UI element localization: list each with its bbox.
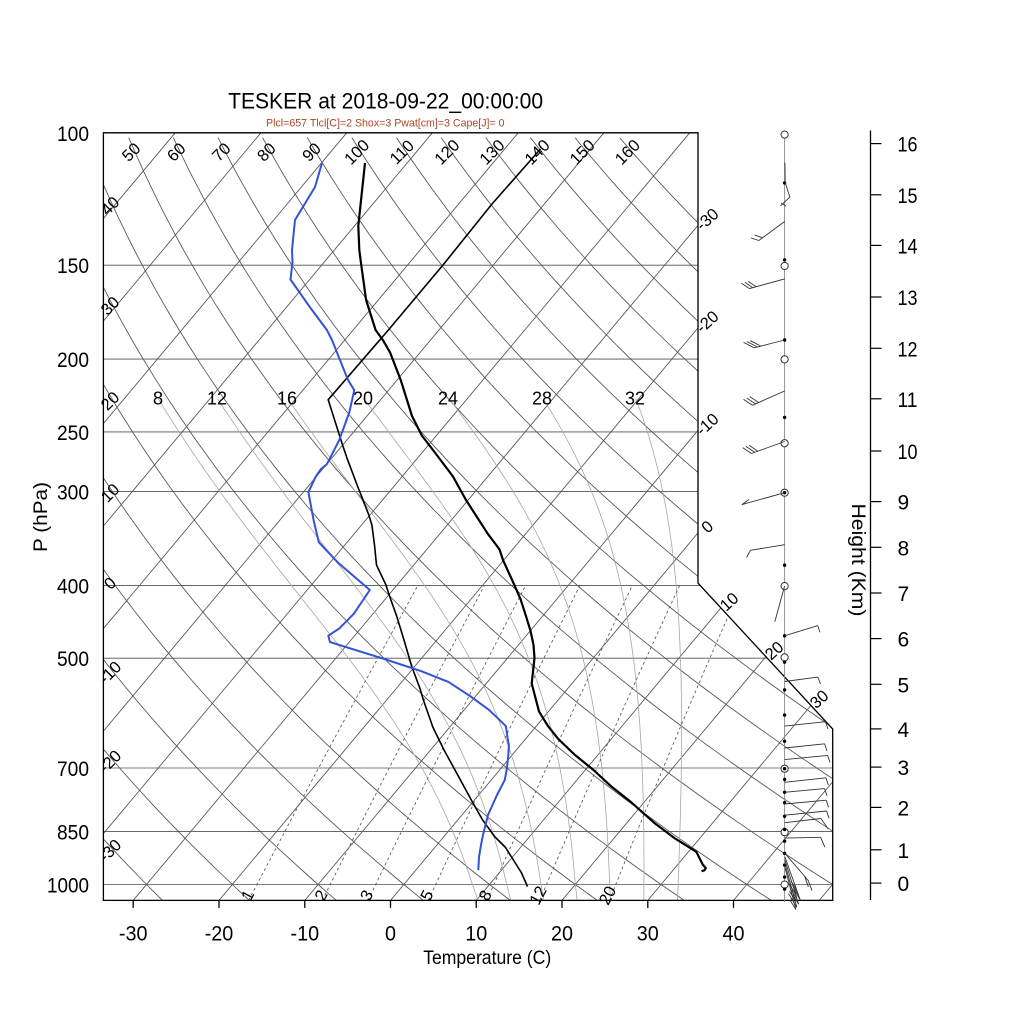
svg-text:8: 8 — [153, 388, 163, 409]
svg-text:24: 24 — [438, 388, 458, 409]
svg-text:32: 32 — [625, 388, 645, 409]
svg-text:20: 20 — [551, 923, 573, 946]
svg-text:15: 15 — [898, 185, 918, 208]
svg-text:400: 400 — [57, 575, 89, 598]
svg-text:850: 850 — [57, 821, 89, 844]
svg-text:Height (Km): Height (Km) — [847, 504, 869, 617]
svg-text:40: 40 — [723, 923, 745, 946]
svg-text:30: 30 — [637, 923, 659, 946]
svg-text:Temperature (C): Temperature (C) — [423, 947, 551, 969]
svg-text:4: 4 — [898, 719, 910, 742]
svg-text:3: 3 — [898, 757, 910, 780]
svg-text:20: 20 — [353, 388, 373, 409]
svg-text:10: 10 — [898, 441, 918, 464]
svg-text:6: 6 — [898, 629, 910, 652]
svg-text:28: 28 — [532, 388, 552, 409]
svg-text:1: 1 — [898, 840, 910, 863]
svg-text:5: 5 — [898, 674, 910, 697]
svg-text:200: 200 — [57, 349, 89, 372]
svg-text:12: 12 — [898, 338, 918, 361]
svg-text:300: 300 — [57, 481, 89, 504]
svg-text:12: 12 — [207, 388, 227, 409]
svg-text:-30: -30 — [119, 923, 148, 946]
svg-text:13: 13 — [898, 287, 918, 310]
svg-text:2: 2 — [898, 797, 910, 820]
svg-text:Plcl=657 Tlcl[C]=2 Shox=3 Pwat: Plcl=657 Tlcl[C]=2 Shox=3 Pwat[cm]=3 Cap… — [266, 118, 505, 130]
svg-text:16: 16 — [277, 388, 297, 409]
svg-text:10: 10 — [465, 923, 487, 946]
svg-text:14: 14 — [898, 235, 918, 258]
svg-text:11: 11 — [898, 389, 918, 412]
svg-text:TESKER at 2018-09-22_00:00:00: TESKER at 2018-09-22_00:00:00 — [228, 89, 543, 114]
svg-text:100: 100 — [57, 123, 89, 146]
svg-text:150: 150 — [57, 255, 89, 278]
svg-text:1000: 1000 — [47, 875, 89, 898]
svg-text:250: 250 — [57, 422, 89, 445]
svg-text:7: 7 — [898, 583, 910, 606]
svg-text:8: 8 — [898, 537, 910, 560]
svg-text:-10: -10 — [291, 923, 320, 946]
svg-text:500: 500 — [57, 648, 89, 671]
svg-text:0: 0 — [898, 873, 910, 896]
svg-text:16: 16 — [898, 134, 918, 157]
svg-text:700: 700 — [57, 758, 89, 781]
svg-text:P (hPa): P (hPa) — [30, 482, 52, 552]
svg-text:0: 0 — [385, 923, 396, 946]
svg-text:-20: -20 — [205, 923, 234, 946]
svg-text:9: 9 — [898, 492, 910, 515]
